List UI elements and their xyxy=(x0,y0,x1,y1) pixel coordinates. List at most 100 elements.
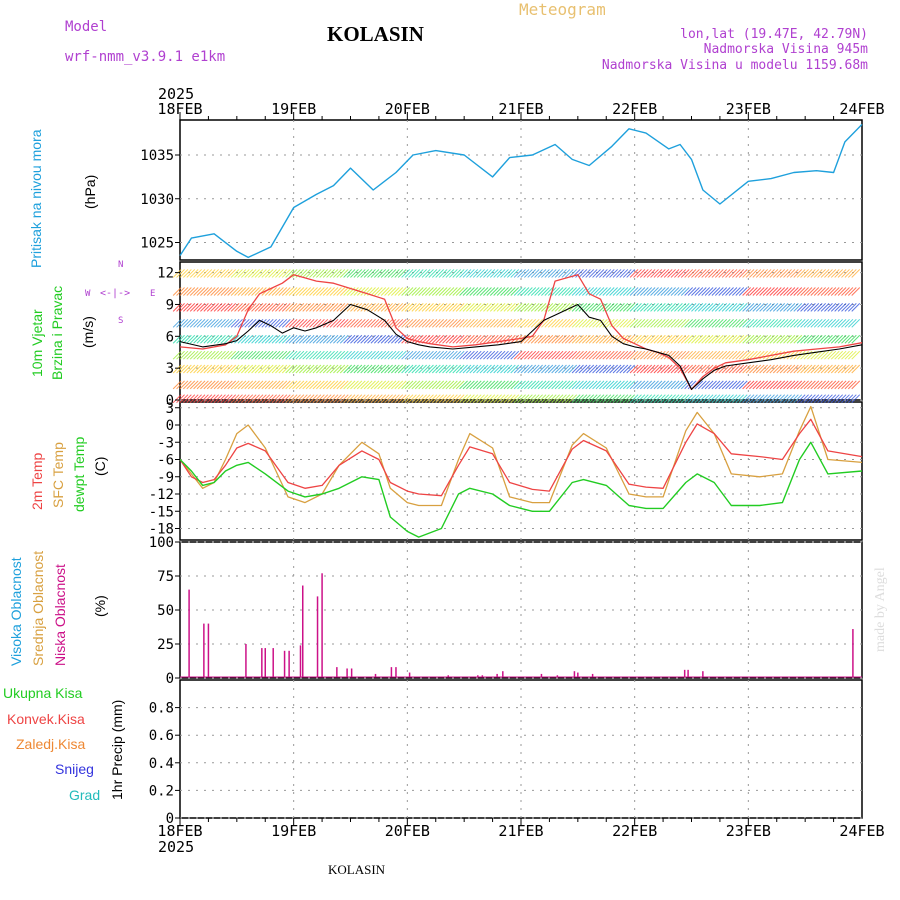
wind-barb xyxy=(813,287,823,296)
wind-barb xyxy=(599,287,608,296)
wind-barb xyxy=(694,318,704,328)
wind-barb xyxy=(179,380,189,390)
wind-barb xyxy=(435,380,445,390)
wind-barb xyxy=(459,303,468,312)
wind-barb xyxy=(738,318,748,328)
wind-barb xyxy=(619,364,629,374)
wind-barb xyxy=(401,364,410,374)
wind-barb xyxy=(363,303,373,312)
wind-barb xyxy=(779,364,789,374)
wind-barb xyxy=(674,350,683,360)
wind-barb xyxy=(298,380,308,390)
wind-barb xyxy=(599,394,608,404)
wind-barb xyxy=(677,269,687,278)
wind-barb xyxy=(370,380,380,390)
wind-barb xyxy=(234,364,243,374)
y-tick-label: -15 xyxy=(149,504,174,520)
wind-barb xyxy=(650,334,659,344)
wind-barb xyxy=(230,350,240,360)
wind-barb xyxy=(264,334,274,344)
wind-barb xyxy=(749,380,758,390)
wind-barb xyxy=(769,303,779,312)
wind-barb xyxy=(455,303,465,312)
wind-barb xyxy=(394,269,404,278)
wind-barb xyxy=(367,334,376,344)
wind-barb xyxy=(820,350,830,360)
wind-barb xyxy=(312,380,322,390)
wind-barb xyxy=(527,303,537,312)
wind-barb xyxy=(472,269,482,278)
wind-barb xyxy=(796,318,806,328)
wind-barb xyxy=(179,350,189,360)
wind-barb xyxy=(558,287,567,296)
wind-barb xyxy=(203,269,213,278)
y-tick-label: 25 xyxy=(157,637,174,653)
dewpoint-line xyxy=(179,441,863,538)
wind-barb xyxy=(759,303,769,312)
wind-barb xyxy=(421,269,431,278)
wind-barb xyxy=(305,350,315,360)
wind-barb xyxy=(663,269,673,278)
wind-barb xyxy=(524,394,533,404)
wind-barb xyxy=(350,269,359,278)
wind-barb xyxy=(377,364,387,374)
wind-barb xyxy=(646,287,656,296)
wind-barb xyxy=(329,350,339,360)
wind-barb xyxy=(626,269,636,278)
wind-barb xyxy=(820,303,830,312)
y-tick-label: 1035 xyxy=(140,148,174,164)
wind-barb xyxy=(469,318,479,328)
wind-barb xyxy=(837,350,847,360)
wind-barb xyxy=(244,380,254,390)
wind-barb xyxy=(275,334,284,344)
wind-barb xyxy=(363,269,373,278)
wind-barb xyxy=(203,318,213,328)
wind-barb xyxy=(326,287,335,296)
wind-barb xyxy=(796,269,806,278)
wind-barb xyxy=(298,394,308,404)
wind-barb xyxy=(346,350,356,360)
wind-barb xyxy=(796,394,806,404)
wind-barb xyxy=(755,334,765,344)
wind-barb xyxy=(380,287,390,296)
wind-barb xyxy=(820,269,830,278)
wind-barb xyxy=(240,334,250,344)
wind-barb xyxy=(298,303,308,312)
x-tick-label-top: 19FEB xyxy=(271,100,316,118)
wind-barb xyxy=(333,269,342,278)
wind-barb xyxy=(309,350,318,360)
wind-barb xyxy=(193,334,202,344)
wind-barb xyxy=(418,287,428,296)
wind-barb xyxy=(206,380,216,390)
wind-barb xyxy=(684,364,693,374)
wind-barb xyxy=(189,303,199,312)
wind-barb xyxy=(670,380,680,390)
wind-barb xyxy=(568,269,578,278)
wind-barb xyxy=(483,380,492,390)
wind-barb xyxy=(789,334,799,344)
wind-barb xyxy=(203,350,213,360)
wind-barb xyxy=(179,269,189,278)
wind-barb xyxy=(844,269,854,278)
wind-barb xyxy=(841,380,850,390)
wind-barb xyxy=(687,350,697,360)
wind-barb xyxy=(455,380,465,390)
wind-barb xyxy=(650,380,659,390)
wind-barb xyxy=(455,350,465,360)
wind-barb xyxy=(657,350,666,360)
wind-barb xyxy=(517,303,526,312)
wind-barb xyxy=(479,303,489,312)
wind-barb xyxy=(578,303,588,312)
wind-barb xyxy=(697,364,707,374)
wind-barb xyxy=(803,394,813,404)
wind-barb xyxy=(796,303,806,312)
wind-barb xyxy=(646,350,656,360)
wind-barb xyxy=(500,303,509,312)
wind-barb xyxy=(554,394,564,404)
wind-barb xyxy=(435,334,445,344)
wind-barb xyxy=(414,303,424,312)
wind-barb xyxy=(469,380,479,390)
wind-barb xyxy=(353,394,363,404)
wind-barb xyxy=(708,350,717,360)
wind-barb xyxy=(428,394,438,404)
